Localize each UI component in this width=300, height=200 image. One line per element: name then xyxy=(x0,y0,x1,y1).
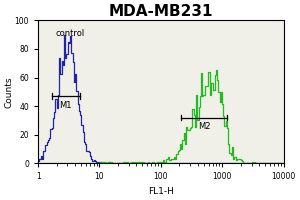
Text: M2: M2 xyxy=(198,122,210,131)
Text: M1: M1 xyxy=(59,101,72,110)
Text: control: control xyxy=(55,29,85,38)
Title: MDA-MB231: MDA-MB231 xyxy=(109,4,213,19)
X-axis label: FL1-H: FL1-H xyxy=(148,187,174,196)
Y-axis label: Counts: Counts xyxy=(4,76,13,108)
